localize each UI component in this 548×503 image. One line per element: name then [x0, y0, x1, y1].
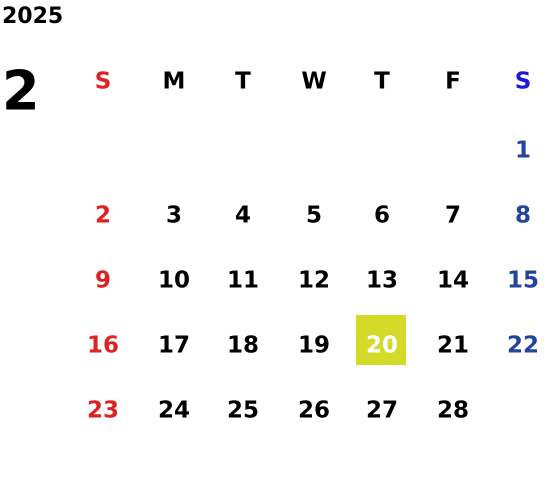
day: 18 — [227, 333, 259, 359]
weekday-header: S — [515, 69, 532, 95]
weekday-header: M — [163, 69, 186, 95]
weekday-header: T — [235, 69, 251, 95]
day: 12 — [298, 268, 330, 294]
day: 27 — [366, 398, 398, 424]
day: 23 — [87, 398, 119, 424]
day: 5 — [306, 203, 322, 229]
day: 6 — [374, 203, 390, 229]
day: 19 — [298, 333, 330, 359]
day: 1 — [515, 138, 531, 164]
day: 16 — [87, 333, 119, 359]
day: 2 — [95, 203, 111, 229]
day: 22 — [507, 333, 539, 359]
weekday-header: S — [95, 69, 112, 95]
day: 17 — [158, 333, 190, 359]
year: 2025 — [2, 4, 63, 29]
day: 4 — [235, 203, 251, 229]
day: 21 — [437, 333, 469, 359]
day: 7 — [445, 203, 461, 229]
weekday-header: T — [374, 69, 390, 95]
day: 15 — [507, 268, 539, 294]
day: 28 — [437, 398, 469, 424]
month: 2 — [2, 60, 40, 123]
day: 11 — [227, 268, 259, 294]
day: 9 — [95, 268, 111, 294]
day: 24 — [158, 398, 190, 424]
day: 10 — [158, 268, 190, 294]
day: 8 — [515, 203, 531, 229]
day: 3 — [166, 203, 182, 229]
highlight — [356, 315, 406, 365]
day: 14 — [437, 268, 469, 294]
weekday-header: W — [301, 69, 326, 95]
day: 20 — [366, 333, 398, 359]
weekday-header: F — [445, 69, 461, 95]
day: 25 — [227, 398, 259, 424]
day: 13 — [366, 268, 398, 294]
day: 26 — [298, 398, 330, 424]
